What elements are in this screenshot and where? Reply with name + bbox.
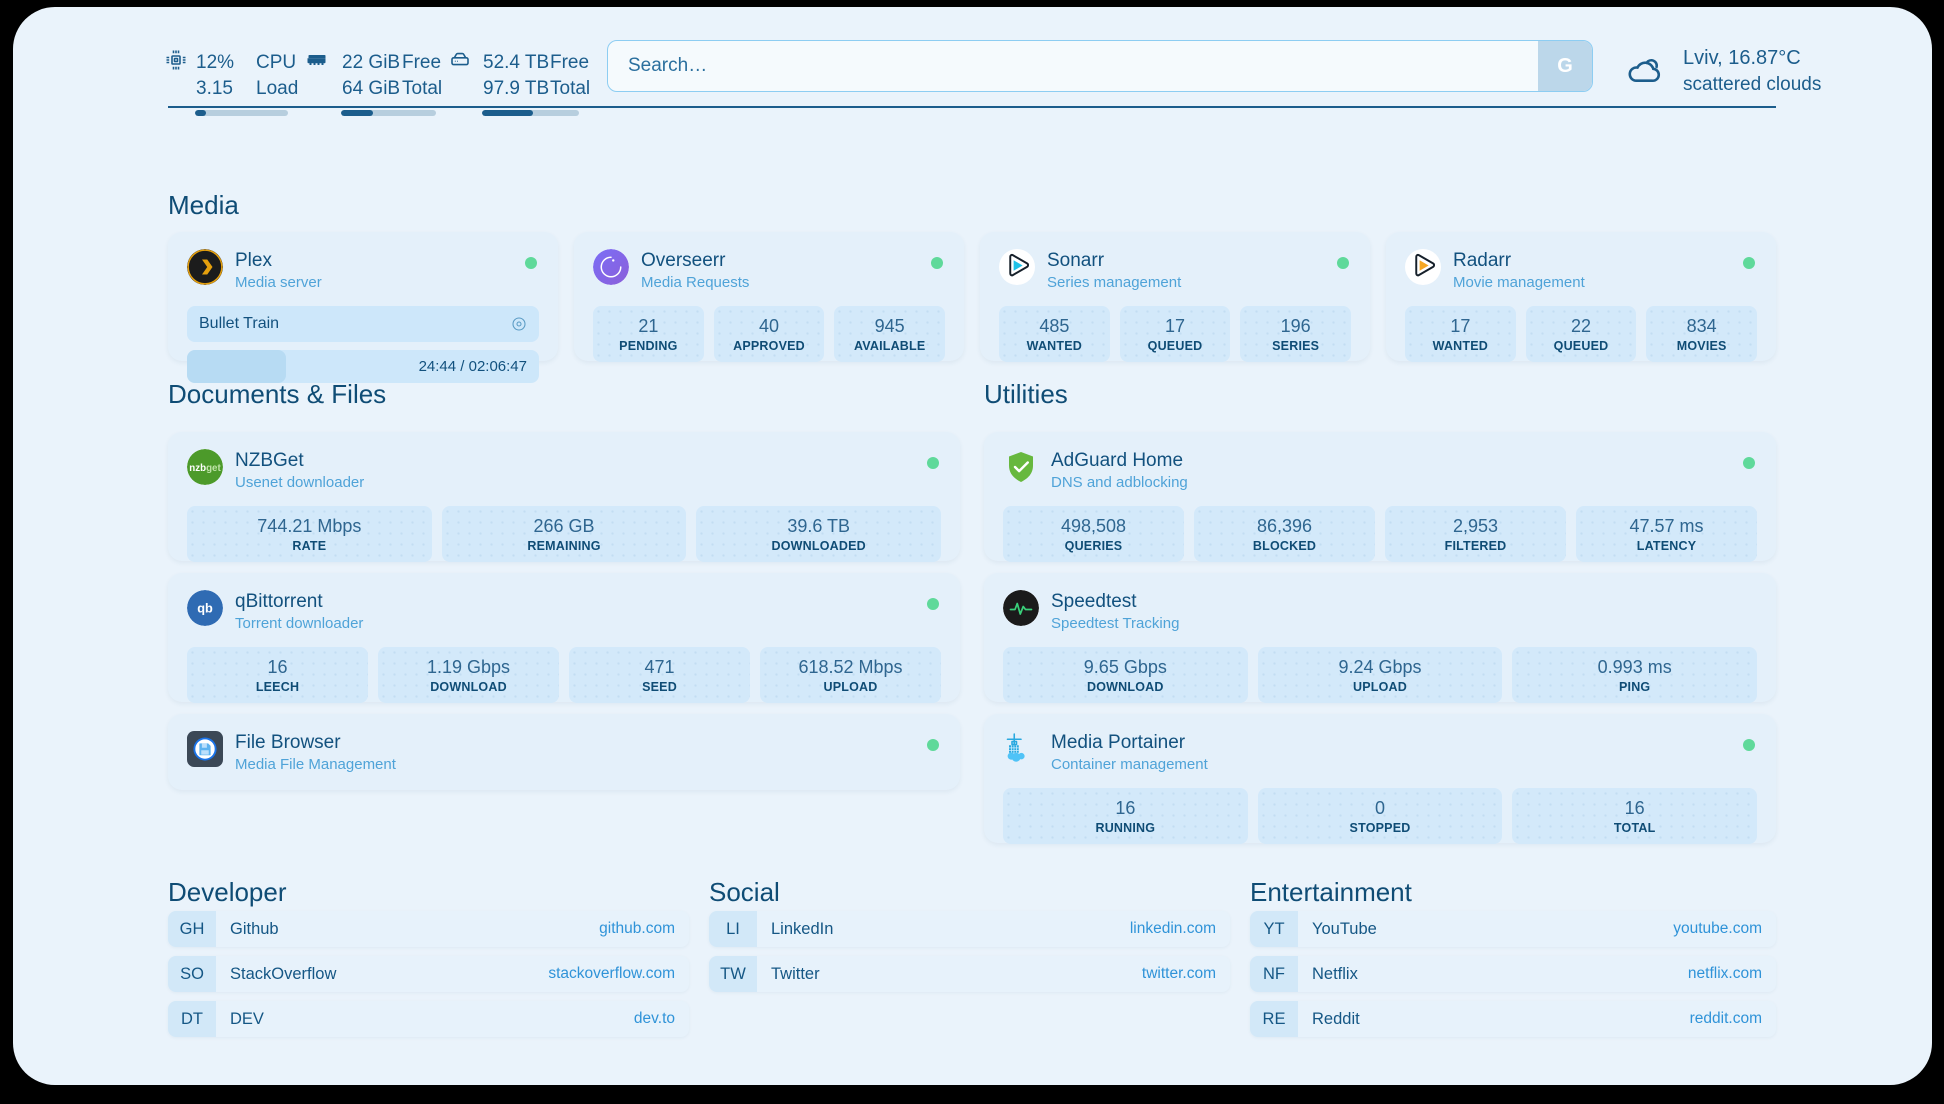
svg-text:qb: qb (197, 601, 213, 616)
svg-text:nzbget: nzbget (189, 463, 221, 474)
